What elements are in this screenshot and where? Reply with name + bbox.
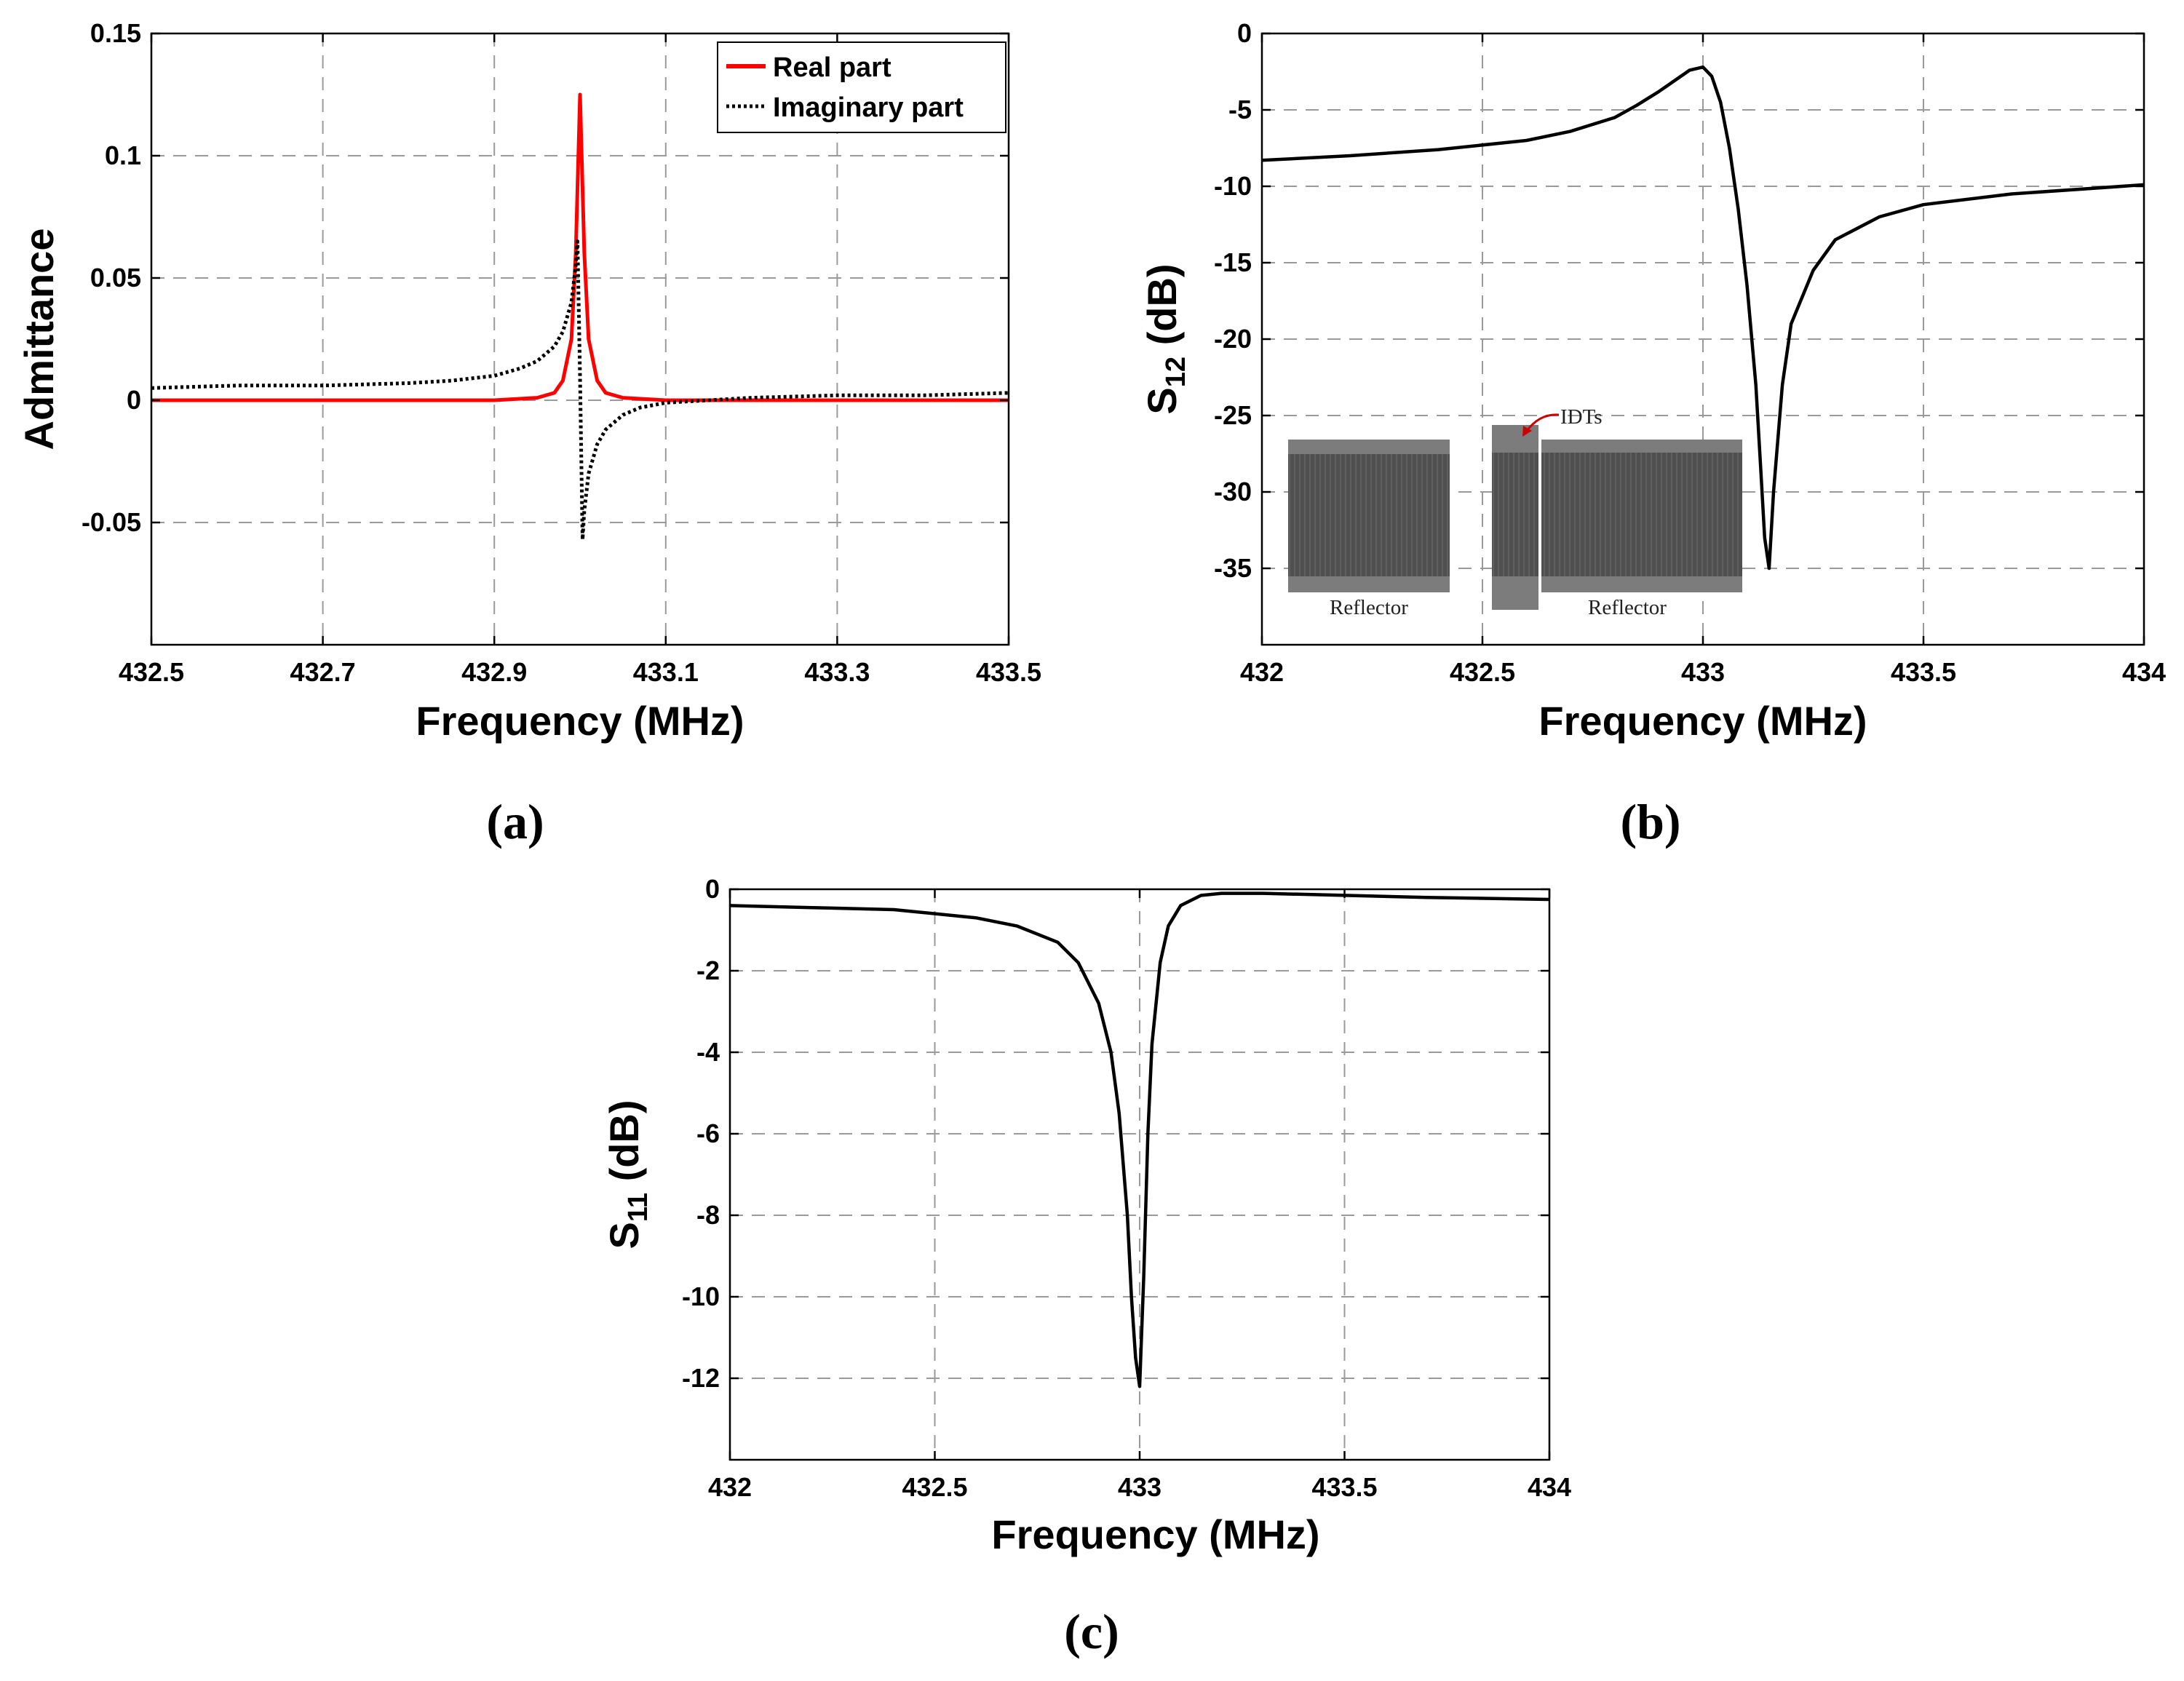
chart-a-ytick-label: -0.05 [82,507,141,537]
chart-b-xtick-label: 434 [2122,657,2166,687]
chart-b-ytick-label: -5 [1228,95,1252,124]
reflector-left-fingers [1288,454,1450,576]
chart-c-xticks: 432 432.5 433 433.5 434 [708,889,1571,1502]
chart-b-series-s12 [1262,65,2144,571]
chart-a-frame [150,32,1010,646]
chart-b-ytick-label: -15 [1214,247,1252,277]
reflector-right-fingers [1541,453,1742,576]
chart-a-xtick-label: 433.3 [804,657,870,687]
inset-reflector-right-label: Reflector [1588,596,1667,619]
chart-b-ytick-label: -30 [1214,477,1252,506]
chart-a-xtick-label: 432.9 [461,657,527,687]
chart-c-ytick-label: -8 [696,1200,720,1230]
chart-a-legend-label-imaginary: Imaginary part [773,92,964,123]
chart-c-ytick-label: -6 [696,1118,720,1148]
chart-a-xtick-label: 433.1 [633,657,699,687]
chart-b-panel-label: (b) [1620,794,1680,849]
chart-b-xtick-label: 433.5 [1891,657,1956,687]
chart-c-xtick-label: 434 [1528,1472,1571,1502]
chart-a-xtick-label: 432.5 [119,657,184,687]
inset-reflector-left-label: Reflector [1330,596,1408,619]
chart-c-xtick-label: 432.5 [902,1472,967,1502]
chart-a-legend-label-real: Real part [773,52,892,83]
chart-c-ylabel-unit: (dB) [601,1100,647,1193]
chart-b-ylabel-main: S [1139,387,1185,414]
chart-b-xtick-label: 432.5 [1450,657,1515,687]
chart-b-ytick-label: -25 [1214,400,1252,430]
chart-a-ylabel: Admittance [16,228,62,450]
chart-c-yticks: 0 -2 -4 -6 -8 -10 -12 [682,874,1549,1393]
chart-b-ytick-label: 0 [1237,18,1252,48]
chart-c-ytick-label: -2 [696,955,720,985]
chart-b-ylabel-sub: 12 [1161,357,1191,387]
chart-c-ytick-label: -10 [682,1281,720,1311]
chart-a-ytick-label: 0.05 [90,263,141,293]
chart-a-panel-label: (a) [486,794,544,849]
chart-a-series-line-1 [151,239,1009,541]
chart-c-ytick-label: -4 [696,1037,720,1067]
chart-a-legend: Real part Imaginary part [717,41,1006,133]
chart-c-ytick-label: -12 [682,1363,720,1393]
chart-a-ytick-label: 0.1 [105,140,141,170]
inset-idt-label: IDTs [1560,405,1603,429]
chart-b-ylabel: S12 (dB) [1139,263,1191,414]
saw-inset: IDTs Reflector Reflector [1288,405,1742,619]
chart-b-xlabel: Frequency (MHz) [1538,698,1867,744]
chart-c-series-s11 [730,891,1549,1388]
chart-a: 432.5 432.7 432.9 433.1 433.3 433.5 0.150.10.… [16,18,1041,849]
chart-c-panel-label: (c) [1064,1604,1119,1659]
idt-arrow-icon [1525,413,1560,432]
chart-c: 432 432.5 433 433.5 434 0 -2 -4 -6 -8 -10 -12 Freq… [601,874,1571,1659]
idt-fingers [1492,453,1538,576]
chart-c-series-line-0 [730,891,1549,1388]
chart-c-xtick-label: 433 [1118,1472,1162,1502]
chart-c-xtick-label: 432 [708,1472,752,1502]
chart-b-xtick-label: 432 [1240,657,1284,687]
chart-c-grid [730,889,1549,1460]
chart-a-ytick-label: 0 [127,385,141,415]
chart-a-series-imaginary [151,239,1009,541]
chart-b-xticks: 432 432.5 433 433.5 434 [1240,33,2166,687]
chart-a-xtick-label: 432.7 [290,657,356,687]
chart-a-legend-box [717,41,1006,133]
idt-arrow-head-icon [1522,426,1532,437]
chart-b-ytick-label: -20 [1214,324,1252,354]
chart-b-series-line-0 [1262,65,2144,571]
chart-c-xtick-label: 433.5 [1311,1472,1377,1502]
chart-b-ylabel-unit: (dB) [1139,263,1185,357]
chart-c-ylabel-main: S [601,1222,647,1249]
chart-a-series-real [151,92,1009,402]
chart-c-ylabel-sub: 11 [623,1193,654,1222]
chart-c-ylabel: S11 (dB) [601,1100,654,1249]
chart-a-yticks: 0.15 0.1 0.05 0 -0.05 [82,18,1009,537]
chart-a-xticks: 432.5 432.7 432.9 433.1 433.3 433.5 [119,33,1041,687]
chart-b-yticks: 0 -5 -10 -15 -20 -25 -30 -35 [1214,18,2144,583]
chart-b-ytick-label: -10 [1214,171,1252,201]
chart-a-series-line-0 [151,92,1009,402]
chart-b: IDTs Reflector Reflector 432 432.5 433 433.… [1139,18,2166,849]
chart-b-xtick-label: 433 [1681,657,1725,687]
chart-c-xlabel: Frequency (MHz) [991,1511,1319,1557]
chart-a-xlabel: Frequency (MHz) [416,698,744,744]
chart-b-ytick-label: -35 [1214,553,1252,583]
chart-a-xtick-label: 433.5 [976,657,1041,687]
chart-c-ytick-label: 0 [705,874,720,904]
chart-a-ytick-label: 0.15 [90,18,141,48]
